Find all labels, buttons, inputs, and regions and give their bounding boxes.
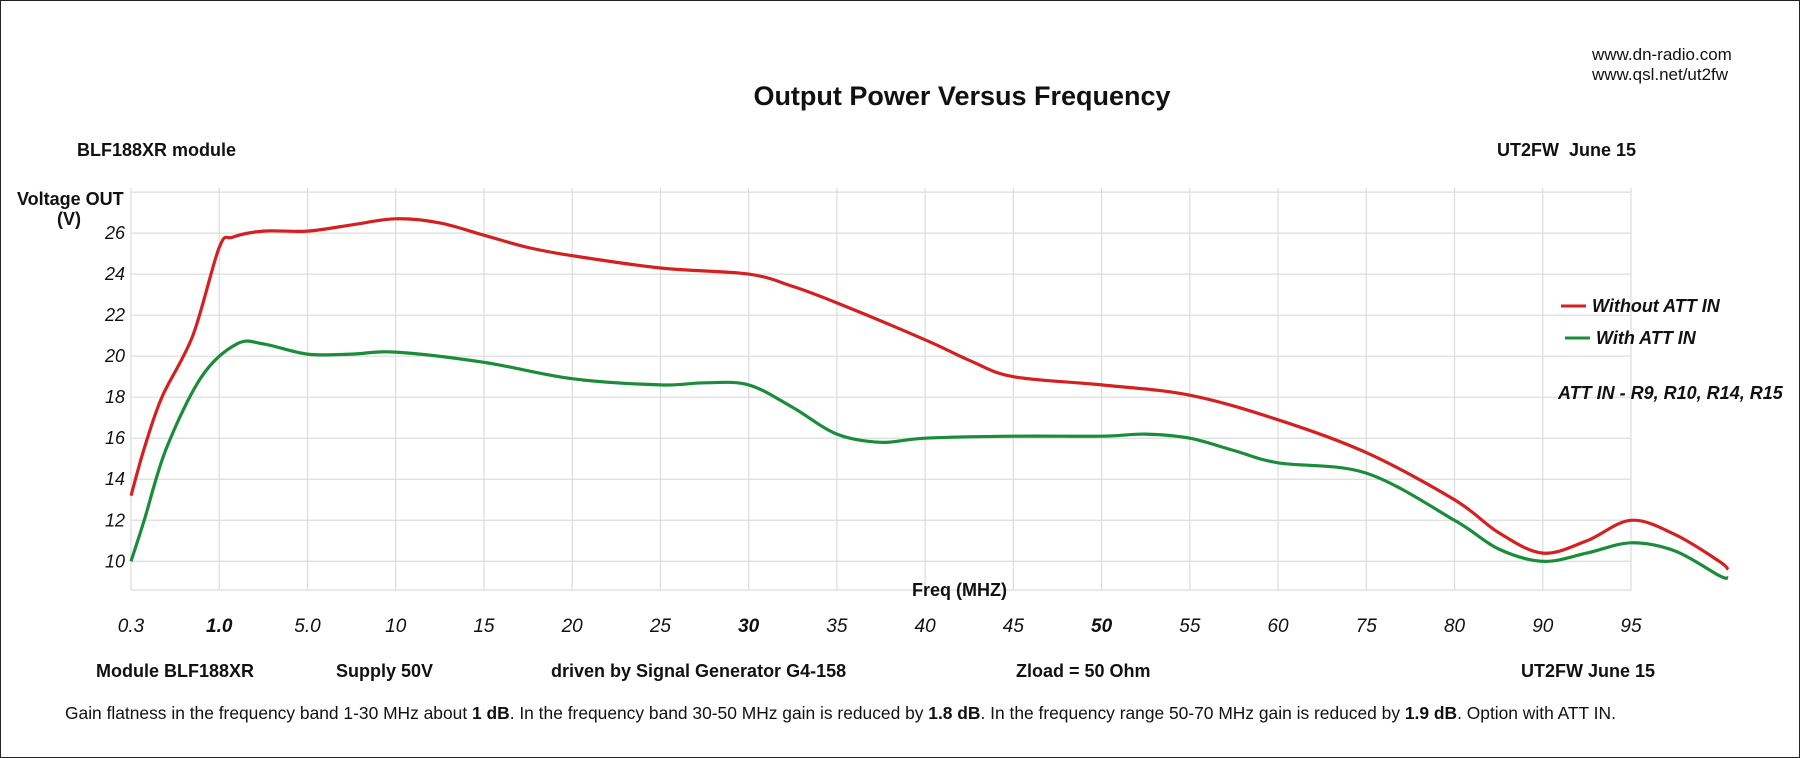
url-dn-radio: www.dn-radio.com xyxy=(1591,45,1732,64)
x-axis-label: Freq (MHZ) xyxy=(912,580,1007,600)
footer-note-bold: 1 dB xyxy=(472,703,510,723)
url-qsl: www.qsl.net/ut2fw xyxy=(1591,65,1729,84)
x-tick-label: 10 xyxy=(385,616,407,637)
y-tick-label: 24 xyxy=(104,264,125,284)
x-tick-label: 20 xyxy=(561,616,584,637)
x-tick-label: 90 xyxy=(1532,616,1554,637)
att-in-annotation: ATT IN - R9, R10, R14, R15 xyxy=(1557,383,1784,403)
y-axis-label-line1: Voltage OUT xyxy=(17,189,124,209)
footer-note-part: . In the frequency band 30-50 MHz gain i… xyxy=(510,703,929,723)
x-tick-label: 25 xyxy=(649,616,672,637)
footer-note-part: Gain flatness in the frequency band 1-30… xyxy=(65,703,472,723)
module-label-top: BLF188XR module xyxy=(77,140,236,160)
x-tick-label: 95 xyxy=(1620,616,1642,637)
y-tick-label: 16 xyxy=(105,428,126,448)
y-axis-ticks: 10 12 14 16 18 20 22 24 26 xyxy=(104,223,126,571)
footer-supply: Supply 50V xyxy=(336,661,433,681)
x-tick-label: 75 xyxy=(1356,616,1378,637)
y-tick-label: 26 xyxy=(104,223,126,243)
x-tick-label: 5.0 xyxy=(294,616,321,637)
y-tick-label: 18 xyxy=(105,387,125,407)
x-tick-label: 55 xyxy=(1179,616,1201,637)
grid xyxy=(130,188,1632,591)
x-tick-label: 80 xyxy=(1444,616,1466,637)
footer-sign: UT2FW June 15 xyxy=(1521,661,1655,681)
y-tick-label: 10 xyxy=(105,551,125,571)
footer-module: Module BLF188XR xyxy=(96,661,254,681)
legend-label-without-att: Without ATT IN xyxy=(1592,296,1721,316)
y-tick-label: 14 xyxy=(105,469,125,489)
y-tick-label: 20 xyxy=(104,346,125,366)
x-tick-label: 0.3 xyxy=(118,616,145,637)
y-axis-label-line2: (V) xyxy=(57,209,81,229)
series-line-with-att xyxy=(129,339,1729,580)
x-tick-label: 40 xyxy=(915,616,937,637)
footer-zload: Zload = 50 Ohm xyxy=(1016,661,1151,681)
author-date-top: UT2FW June 15 xyxy=(1497,140,1636,160)
x-tick-label: 45 xyxy=(1003,616,1025,637)
y-tick-label: 22 xyxy=(104,305,125,325)
series-line-without-att xyxy=(129,217,1730,571)
series-lines xyxy=(129,217,1730,580)
footer-driven: driven by Signal Generator G4-158 xyxy=(551,661,846,681)
x-tick-label: 60 xyxy=(1267,616,1289,637)
x-tick-label: 1.0 xyxy=(206,616,233,637)
x-axis-ticks: 0.3 1.0 5.0 10 15 20 25 30 35 40 45 50 55 60 75 80 90 95 xyxy=(118,616,1642,637)
x-tick-label: 50 xyxy=(1091,616,1113,637)
x-tick-label: 30 xyxy=(738,616,760,637)
footer-note: Gain flatness in the frequency band 1-30… xyxy=(65,703,1616,723)
footer-note-bold: 1.9 dB xyxy=(1405,703,1457,723)
legend: Without ATT IN With ATT IN xyxy=(1561,296,1721,348)
x-tick-label: 15 xyxy=(473,616,495,637)
footer-note-part: . Option with ATT IN. xyxy=(1457,703,1616,723)
footer-note-bold: 1.8 dB xyxy=(928,703,980,723)
legend-label-with-att: With ATT IN xyxy=(1596,328,1697,348)
y-tick-label: 12 xyxy=(105,510,125,530)
x-tick-label: 35 xyxy=(826,616,848,637)
footer-note-part: . In the frequency range 50-70 MHz gain … xyxy=(980,703,1404,723)
chart-title: Output Power Versus Frequency xyxy=(753,81,1170,111)
